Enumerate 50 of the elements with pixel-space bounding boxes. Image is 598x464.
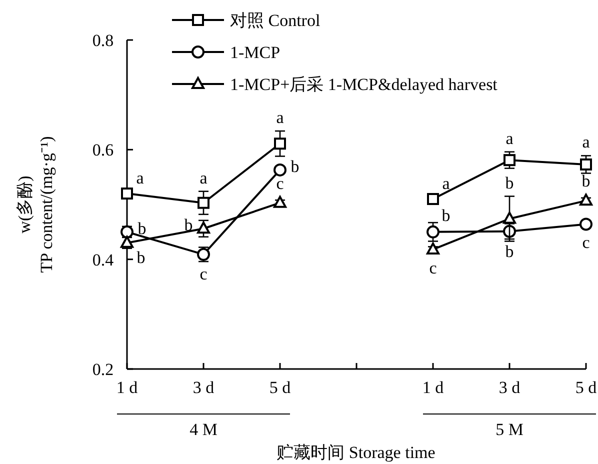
data-label: b <box>442 206 450 225</box>
point <box>580 218 592 231</box>
point <box>426 225 440 238</box>
y-tick-label: 0.6 <box>92 140 114 160</box>
data-label: b <box>290 156 300 176</box>
data-label: b <box>582 172 590 191</box>
point <box>198 196 210 209</box>
x-tick-label: 5 d <box>575 378 597 397</box>
data-label: a <box>276 108 284 128</box>
legend-label: 1-MCP+后采 1-MCP&delayed harvest <box>230 75 498 94</box>
point <box>274 138 286 150</box>
y-tick-label: 0.8 <box>92 31 114 50</box>
point <box>580 158 592 170</box>
x-tick-label: 1 d <box>116 378 138 397</box>
legend-label: 对照 Control <box>230 11 320 30</box>
group-label: 5 M <box>496 420 524 439</box>
y-title: w(多酚) <box>15 176 34 234</box>
data-label: c <box>200 264 208 284</box>
legend-label: 1-MCP <box>230 43 280 62</box>
x-tick-label: 5 d <box>269 378 291 397</box>
y-tick-label: 0.4 <box>92 250 114 270</box>
point <box>197 222 210 234</box>
data-label: b <box>184 216 193 235</box>
data-label: b <box>505 242 514 262</box>
data-label: b <box>138 218 146 238</box>
data-label: b <box>136 248 146 267</box>
point <box>426 242 440 254</box>
x-tick-label: 3 d <box>498 378 520 397</box>
data-label: c <box>276 174 284 193</box>
x-title: 贮藏时间 Storage time <box>276 443 436 462</box>
data-label: c <box>429 258 437 278</box>
data-label: a <box>442 174 450 194</box>
point <box>274 163 286 176</box>
point <box>427 193 439 206</box>
data-label: a <box>200 168 208 188</box>
point <box>503 212 516 224</box>
point <box>504 154 516 166</box>
point <box>274 196 286 208</box>
y-title: TP content/(mg·g⁻¹) <box>37 136 56 273</box>
point <box>580 194 592 206</box>
point <box>121 188 133 200</box>
x-tick-label: 3 d <box>192 378 214 397</box>
y-tick-label: 0.2 <box>92 360 114 379</box>
group-label: 4 M <box>190 420 218 439</box>
x-tick-label: 1 d <box>422 378 444 397</box>
data-label: a <box>506 128 514 148</box>
data-label: c <box>582 233 590 252</box>
data-label: a <box>582 132 590 152</box>
data-label: b <box>505 173 514 192</box>
data-label: a <box>136 168 144 188</box>
